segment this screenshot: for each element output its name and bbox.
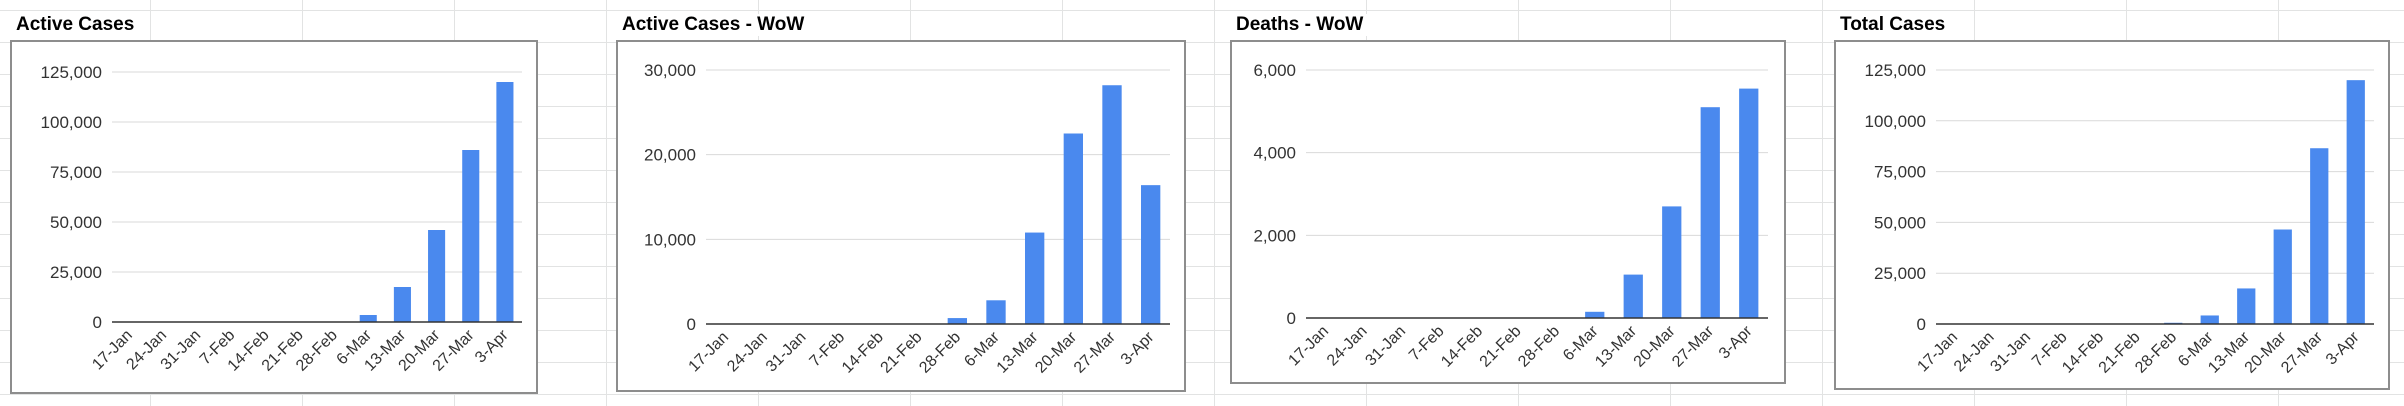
chart-title: Total Cases [1838, 14, 1950, 36]
x-tick-label: 17-Jan [1285, 323, 1332, 370]
x-tick-label: 3-Apr [2323, 328, 2363, 368]
x-tick-label: 3-Apr [1716, 322, 1756, 362]
x-tick-label: 20-Mar [1032, 328, 1080, 376]
bar [462, 150, 480, 322]
y-tick-label: 25,000 [50, 263, 102, 282]
x-tick-label: 17-Jan [1914, 329, 1961, 376]
x-tick-label: 13-Mar [994, 328, 1042, 376]
x-tick-label: 3-Apr [1118, 328, 1158, 368]
x-tick-label: 31-Jan [763, 329, 810, 376]
bar [1141, 185, 1161, 324]
y-tick-label: 30,000 [644, 61, 696, 80]
chart-frame[interactable]: 0 10,000 20,000 30,000 17-Jan 24-Jan 31-Jan 7-F… [616, 40, 1186, 392]
y-tick-label: 4,000 [1253, 144, 1296, 163]
bar [1623, 274, 1643, 318]
x-tick-label: 24-Jan [1324, 323, 1371, 370]
x-tick-label: 28-Feb [916, 329, 964, 377]
bar [2346, 80, 2365, 324]
bar [1063, 133, 1083, 324]
y-tick-label: 50,000 [50, 213, 102, 232]
y-tick-label: 10,000 [644, 230, 696, 249]
x-tick-label: 13-Mar [1592, 322, 1640, 370]
bar [947, 318, 967, 324]
y-tick-label: 6,000 [1253, 61, 1296, 80]
y-tick-label: 75,000 [1874, 163, 1926, 182]
bar-chart-active-cases: 025,00050,00075,000100,000125,00017-Jan2… [41, 63, 522, 375]
x-tick-label: 14-Feb [839, 329, 887, 377]
y-tick-label: 100,000 [41, 113, 102, 132]
chart-frame[interactable]: 0 2,000 4,000 6,000 17-Jan 24-Jan 31-Jan 7-Feb 1… [1230, 40, 1786, 384]
y-tick-label: 0 [1917, 315, 1926, 334]
y-tick-label: 100,000 [1865, 112, 1926, 131]
x-tick-label: 28-Feb [1515, 323, 1563, 371]
y-tick-label: 2,000 [1253, 226, 1296, 245]
y-tick-label: 25,000 [1874, 264, 1926, 283]
bar [2237, 288, 2256, 324]
x-tick-label: 28-Feb [2132, 329, 2180, 377]
x-tick-label: 27-Mar [1071, 328, 1119, 376]
bar [1102, 85, 1122, 324]
y-tick-label: 125,000 [41, 63, 102, 82]
bar-chart-total-cases: 025,00050,00075,000100,000125,00017-Jan2… [1865, 61, 2374, 377]
bar [359, 315, 377, 322]
bar [986, 300, 1006, 324]
chart-frame[interactable]: 0 25,000 50,000 75,000 100,000 125,000 17-Jan 2… [1834, 40, 2390, 390]
x-tick-label: 20-Mar [1631, 322, 1679, 370]
y-tick-label: 50,000 [1874, 213, 1926, 232]
bar-chart-active-cases-wow: 010,00020,00030,00017-Jan24-Jan31-Jan7-F… [644, 61, 1170, 377]
y-tick-label: 0 [1287, 309, 1296, 328]
x-tick-label: 17-Jan [686, 329, 733, 376]
bar [1739, 88, 1759, 318]
y-tick-label: 20,000 [644, 146, 696, 165]
x-tick-label: 3-Apr [472, 326, 512, 366]
y-tick-label: 75,000 [50, 163, 102, 182]
y-tick-label: 0 [93, 313, 102, 332]
x-tick-label: 21-Feb [1477, 323, 1525, 371]
bar [1585, 311, 1605, 318]
bar [1700, 107, 1720, 318]
bar [1662, 206, 1682, 318]
x-tick-label: 14-Feb [1438, 323, 1486, 371]
x-tick-label: 24-Jan [1951, 329, 1998, 376]
chart-frame[interactable]: 0 25,000 50,000 75,000 100,000 125,000 17-Jan 2… [10, 40, 538, 394]
chart-title: Deaths - WoW [1234, 14, 1368, 36]
bar [1025, 232, 1045, 324]
bar [2200, 315, 2219, 324]
x-tick-label: 31-Jan [1362, 323, 1409, 370]
x-tick-label: 21-Feb [878, 329, 926, 377]
x-tick-label: 27-Mar [1669, 322, 1717, 370]
bar-chart-deaths-wow: 02,0004,0006,00017-Jan24-Jan31-Jan7-Feb1… [1253, 61, 1768, 371]
bar [428, 230, 446, 322]
chart-title: Active Cases [14, 14, 139, 36]
y-tick-label: 125,000 [1865, 61, 1926, 80]
x-tick-label: 24-Jan [724, 329, 771, 376]
bar [2310, 148, 2329, 324]
chart-title: Active Cases - WoW [620, 14, 809, 36]
bar [393, 287, 411, 322]
x-tick-label: 27-Mar [2278, 328, 2326, 376]
bar [2273, 229, 2292, 324]
bar [496, 82, 514, 322]
y-tick-label: 0 [687, 315, 696, 334]
x-tick-label: 31-Jan [1987, 329, 2034, 376]
